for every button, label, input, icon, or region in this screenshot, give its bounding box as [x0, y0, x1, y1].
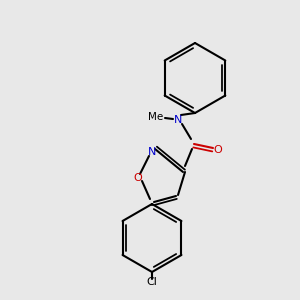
- Text: N: N: [148, 147, 156, 157]
- Text: Cl: Cl: [147, 277, 158, 287]
- Text: O: O: [214, 145, 222, 155]
- Text: N: N: [174, 115, 182, 125]
- Text: Me: Me: [148, 112, 164, 122]
- Text: O: O: [134, 173, 142, 183]
